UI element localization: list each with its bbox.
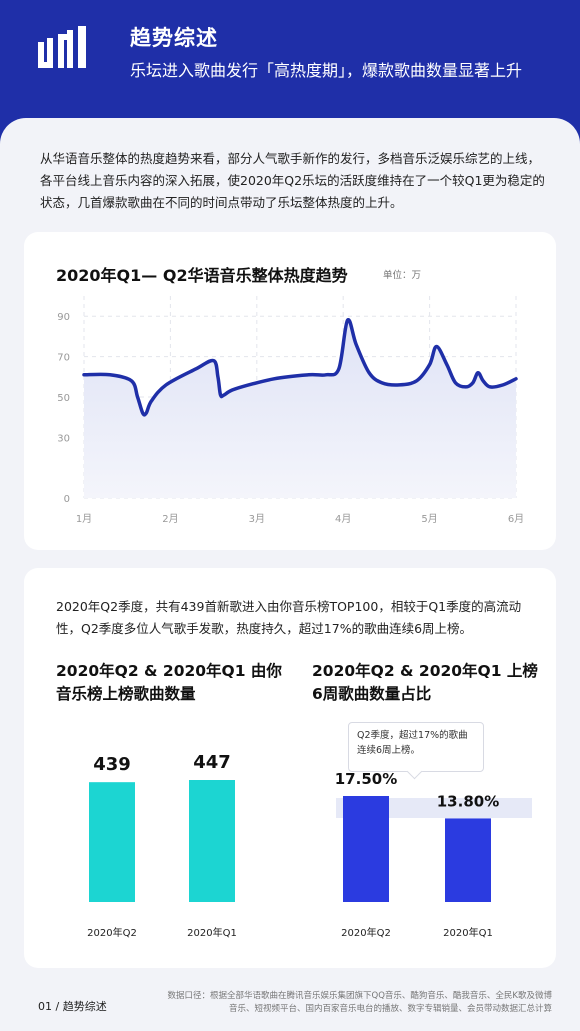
count-bar-value: 439 [93,754,131,775]
count-bar-value: 447 [193,752,231,773]
annotation-tooltip: Q2季度，超过17%的歌曲连续6周上榜。 [348,722,484,772]
share-bar-label: 2020年Q2 [341,926,391,939]
y-tick-label: 0 [64,494,70,505]
x-tick-label: 3月 [249,513,265,525]
count-bar-label: 2020年Q1 [187,926,237,939]
trend-chart-title: 2020年Q1— Q2华语音乐整体热度趋势 [56,266,348,285]
x-tick-label: 2月 [162,513,178,525]
y-tick-label: 90 [57,312,70,323]
bar-charts: 439 2020年Q2 447 2020年Q1 17.50% 2020年Q2 13.80% 2… [87,752,532,939]
data-source-note: 数据口径：根据全部华语歌曲在腾讯音乐娱乐集团旗下QQ音乐、酷狗音乐、酷我音乐、全… [167,991,552,1014]
x-tick-label: 5月 [421,513,437,525]
share-bar-value: 17.50% [335,770,397,788]
count-bar [189,780,235,902]
trend-line [82,318,518,417]
x-tick-label: 6月 [508,513,524,525]
trend-card: 2020年Q1— Q2华语音乐整体热度趋势 单位：万 0 30 50 70 90 1月 2月… [24,232,556,550]
x-tick-label: 4月 [335,513,351,525]
songs-card: 2020年Q2季度，共有439首新歌进入由你音乐榜TOP100，相较于Q1季度的… [24,568,556,968]
page-footer-label: 01 / 趋势综述 [38,1000,107,1013]
brand-logo-icon [38,26,86,68]
trend-line-chart: 0 30 50 70 90 1月 2月 3月 4月 5月 6月 [57,296,524,525]
trend-area [84,319,516,498]
share-bar-value: 13.80% [437,792,499,810]
songs-paragraph: 2020年Q2季度，共有439首新歌进入由你音乐榜TOP100，相较于Q1季度的… [56,599,522,636]
share-bar-label: 2020年Q1 [443,926,493,939]
y-tick-label: 30 [57,433,70,444]
section-subtitle: 乐坛进入歌曲发行「高热度期」，爆款歌曲数量显著上升 [130,61,523,80]
intro-paragraph: 从华语音乐整体的热度趋势来看，部分人气歌手新作的发行，多档音乐泛娱乐综艺的上线，… [40,151,545,210]
x-tick-label: 1月 [76,513,92,525]
share-bar [445,818,491,902]
trend-chart-unit: 单位：万 [383,270,422,281]
page-header: 趋势综述 乐坛进入歌曲发行「高热度期」，爆款歌曲数量显著上升 [0,0,580,120]
y-tick-label: 50 [57,393,70,404]
count-bar-label: 2020年Q2 [87,926,137,939]
count-bar [89,782,135,902]
y-tick-label: 70 [57,353,70,364]
left-chart-title: 2020年Q2 & 2020年Q1 由你音乐榜上榜歌曲数量 [56,662,282,703]
share-bar [343,796,389,902]
section-title: 趋势综述 [130,26,218,50]
right-chart-title: 2020年Q2 & 2020年Q1 上榜6周歌曲数量占比 [312,662,538,703]
